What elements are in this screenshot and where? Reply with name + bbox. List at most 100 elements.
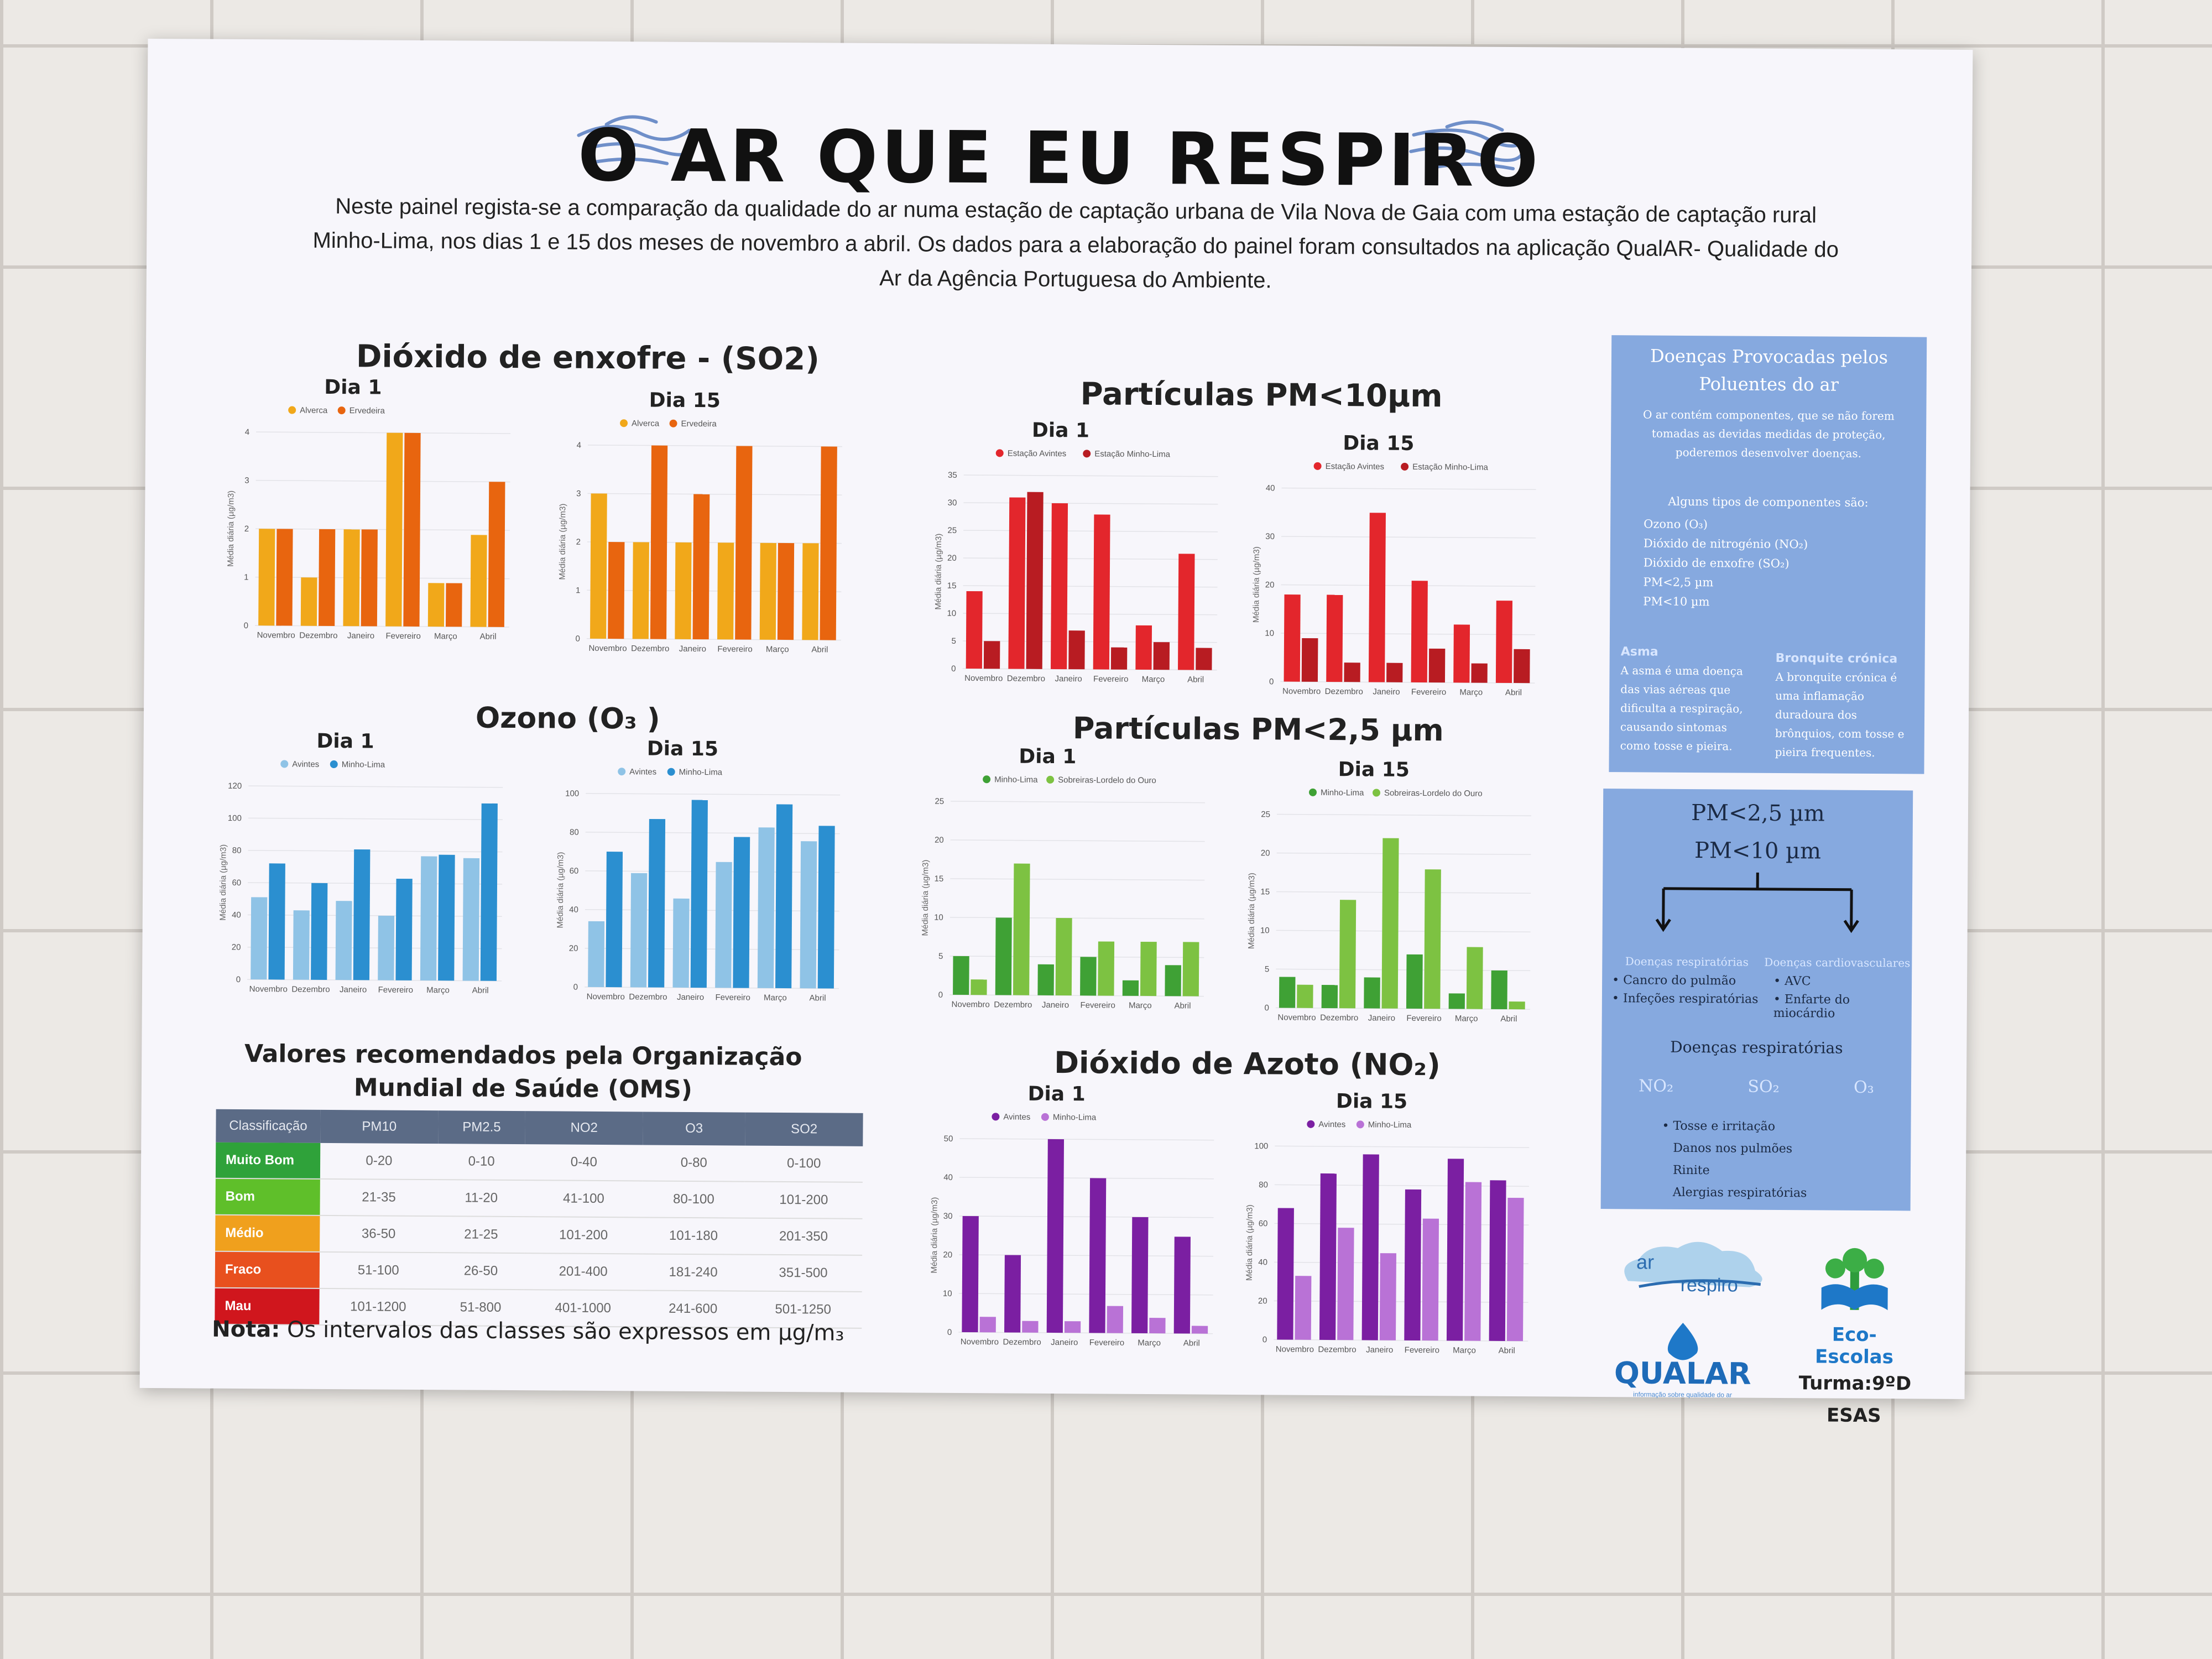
type-item: Dióxido de enxofre (SO₂)	[1643, 556, 1790, 571]
who-table-header: Classificação PM10 PM2.5 NO2 O3 SO2	[216, 1109, 863, 1146]
bar	[1013, 863, 1030, 995]
gridline	[950, 839, 1205, 842]
qualar-logo-text: QUALAR	[1614, 1355, 1751, 1391]
gas-o3: O₃	[1854, 1077, 1874, 1098]
bronquite-title: Bronquite crónica	[1775, 651, 1898, 666]
types-title: Alguns tipos de componentes são:	[1668, 494, 1869, 509]
x-tick-label: Fevereiro	[378, 985, 413, 995]
gridline	[963, 613, 1218, 615]
gridline	[1281, 584, 1536, 587]
legend-swatch	[1307, 1120, 1315, 1128]
gas-no2: NO₂	[1639, 1076, 1674, 1096]
gridline	[950, 917, 1204, 920]
y-axis-label: Média diária (µg/m3)	[1245, 1204, 1255, 1281]
who-value-cell: 21-35	[320, 1178, 438, 1217]
gridline	[248, 817, 503, 820]
legend-swatch	[330, 760, 338, 769]
bar	[420, 856, 437, 981]
bronquite-block: Bronquite crónica A bronquite crónica é …	[1775, 651, 1914, 763]
bar	[1295, 1276, 1312, 1340]
x-tick-label: Dezembro	[1320, 1013, 1358, 1022]
y-tick-label: 80	[232, 846, 242, 855]
gridline	[587, 589, 842, 592]
x-tick-label: Dezembro	[1007, 674, 1045, 683]
bar-chart: Dia 1 Avintes Minho-Lima 0 20 40 60 80 100 120 Méd…	[218, 730, 503, 995]
y-tick-label: 15	[947, 581, 957, 591]
y-tick-label: 50	[944, 1134, 953, 1144]
bar	[966, 591, 983, 669]
bar	[1489, 1180, 1506, 1341]
y-tick-label: 100	[565, 789, 579, 799]
effect-item: Alergias respiratórias	[1672, 1185, 1807, 1201]
who-class-cell: Fraco	[215, 1251, 320, 1288]
y-tick-label: 2	[576, 538, 581, 547]
bar	[395, 878, 413, 980]
bar	[1422, 1218, 1439, 1341]
bar	[1428, 648, 1446, 683]
x-tick-label: Abril	[1187, 675, 1204, 684]
bar	[1339, 900, 1357, 1009]
gridline	[963, 474, 1218, 477]
legend-swatch	[992, 1113, 1000, 1121]
diseases-title: Doenças Provocadas pelos Poluentes do ar	[1650, 345, 1888, 395]
bar	[820, 446, 837, 640]
legend-label: Ervedeira	[349, 406, 385, 415]
legend-label: Minho-Lima	[1368, 1120, 1412, 1129]
x-tick-label: Fevereiro	[1089, 1338, 1124, 1347]
legend-swatch	[620, 419, 628, 427]
bronquite-text: A bronquite crónica é uma inflamação dur…	[1775, 670, 1905, 760]
legend-swatch	[995, 449, 1004, 457]
y-tick-label: 0	[938, 990, 943, 1000]
bar	[403, 432, 421, 627]
y-tick-label: 4	[577, 441, 581, 450]
gridline	[950, 878, 1205, 881]
bar	[1453, 624, 1470, 683]
bar	[715, 862, 732, 988]
gridline	[248, 882, 503, 885]
bar	[800, 841, 817, 989]
y-tick-label: 60	[570, 867, 579, 876]
gridline	[1275, 1007, 1530, 1010]
y-tick-label: 2	[244, 524, 249, 534]
turma-text: Turma:9ºD	[1798, 1372, 1912, 1395]
bar-chart: Dia 1 Minho-Lima Sobreiras-Lordelo do Ouro…	[921, 745, 1206, 1010]
who-table-body: Muito Bom 0-20 0-10 0-40 0-80 0-100 Bom 21-35 11…	[215, 1142, 863, 1328]
gridline	[586, 793, 841, 796]
chart-title: Dia 1	[1027, 1083, 1085, 1106]
y-axis-label: Média diária (µg/m3)	[556, 852, 566, 928]
who-header-cell: PM2.5	[437, 1110, 526, 1145]
bar	[953, 956, 969, 995]
y-tick-label: 15	[1260, 887, 1270, 896]
resp-item: • Infeções respiratórias	[1611, 992, 1759, 1006]
gridline	[951, 801, 1206, 804]
bar	[1495, 601, 1512, 684]
bar	[1064, 1321, 1081, 1333]
chart-no2-dia1: Dia 1 Avintes Minho-Lima 0 10 20 30 40 50 Média d…	[925, 1078, 1225, 1370]
bar	[1191, 1326, 1208, 1334]
note-label: Nota:	[212, 1316, 280, 1343]
bar	[488, 482, 505, 627]
bar-chart: Dia 15 Estação Avintes Estação Minho-Lima 0…	[1251, 432, 1536, 697]
bar	[1153, 642, 1170, 670]
bar	[470, 535, 487, 627]
legend-swatch	[983, 775, 991, 784]
x-tick-label: Abril	[811, 645, 828, 654]
bar	[995, 917, 1012, 995]
y-tick-label: 1	[244, 573, 248, 582]
wind-swirl-left-icon	[577, 115, 694, 165]
x-tick-label: Abril	[1505, 688, 1522, 697]
bar	[672, 898, 690, 988]
bar	[1491, 970, 1507, 1009]
y-tick-label: 80	[1259, 1180, 1268, 1190]
x-tick-label: Dezembro	[291, 985, 330, 994]
cardio-item: • AVC	[1773, 974, 1811, 989]
y-tick-label: 20	[947, 554, 957, 563]
chart-title: Dia 15	[649, 389, 721, 412]
x-tick-label: Janeiro	[1366, 1345, 1393, 1354]
x-tick-label: Abril	[472, 986, 489, 995]
x-tick-label: Novembro	[1277, 1013, 1316, 1022]
who-table-title: Valores recomendados pela Organização Mu…	[244, 1040, 802, 1104]
who-class-cell: Médio	[215, 1214, 320, 1252]
y-tick-label: 10	[934, 913, 943, 922]
types-list: Ozono (O₃) Dióxido de nitrogénio (NO₂) D…	[1643, 514, 1926, 613]
